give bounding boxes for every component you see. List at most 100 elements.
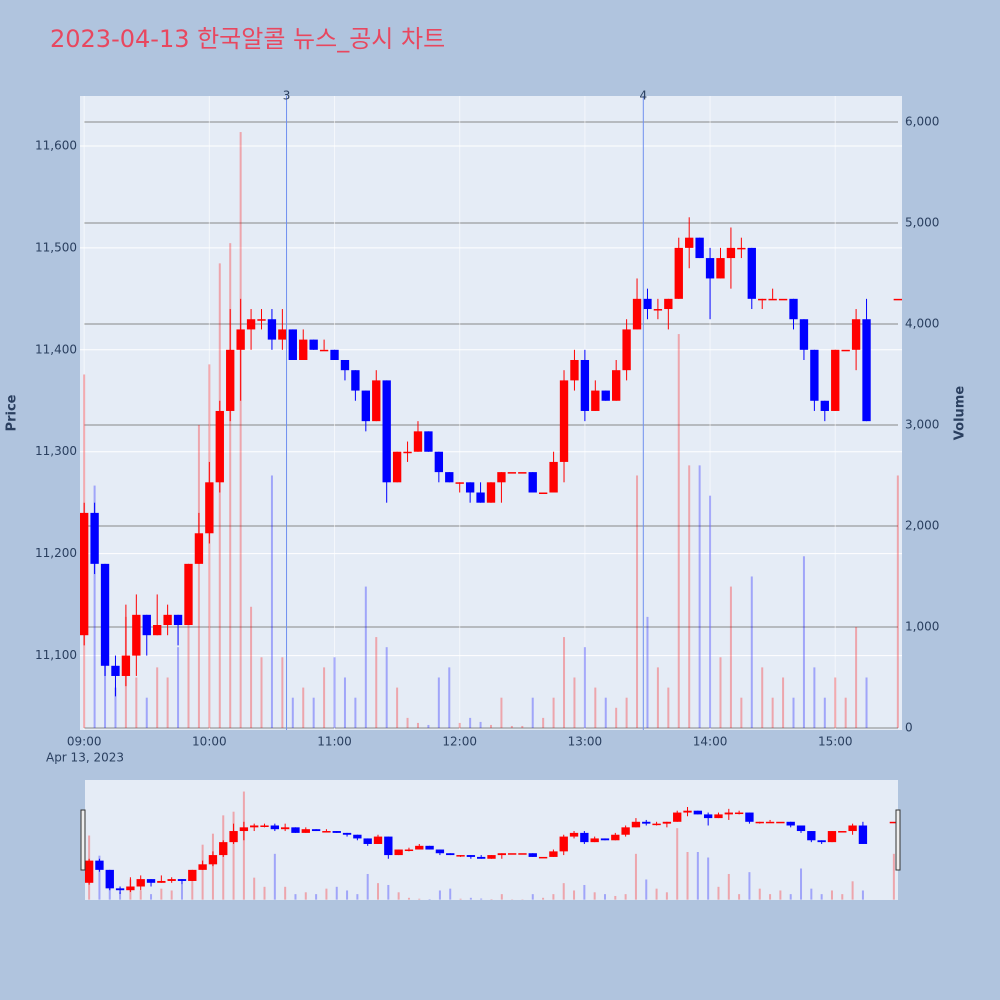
- candle-body-mini: [146, 879, 156, 883]
- range-slider[interactable]: [85, 780, 898, 900]
- volume-bar: [469, 717, 472, 728]
- candle-body: [716, 258, 725, 279]
- candle-body-mini: [270, 825, 280, 830]
- volume-bar: [500, 697, 503, 728]
- candle-body: [215, 410, 224, 483]
- volume-bar: [135, 677, 138, 728]
- candle-body-mini: [219, 842, 228, 856]
- candle-body: [486, 482, 496, 503]
- candle-body-mini: [642, 821, 651, 824]
- candle-body: [424, 431, 433, 452]
- volume-bar: [750, 576, 753, 728]
- volume-bar-mini: [325, 888, 328, 900]
- y-axis-title: Price: [5, 394, 20, 431]
- volume-bar-mini: [614, 895, 617, 900]
- volume-bar-mini: [573, 890, 576, 900]
- volume-bar: [208, 364, 211, 728]
- volume-bar-mini: [346, 890, 349, 900]
- volume-bar-mini: [480, 898, 483, 900]
- volume-bar-mini: [500, 894, 503, 900]
- candle-body: [413, 431, 423, 452]
- candle-body: [851, 319, 861, 350]
- volume-bar: [354, 697, 357, 728]
- candle-body: [528, 472, 537, 493]
- volume-bar-mini: [603, 894, 606, 900]
- volume-bar-mini: [665, 892, 668, 900]
- candle-body: [601, 390, 610, 401]
- candle-body: [559, 380, 569, 462]
- candle-body-mini: [384, 836, 393, 856]
- candle-body-mini: [549, 851, 558, 857]
- candle-body-mini: [652, 823, 661, 826]
- volume-bar: [771, 697, 774, 728]
- candle-body-mini: [703, 814, 713, 819]
- candle-body: [80, 512, 89, 636]
- volume-bar: [177, 647, 180, 728]
- volume-bar: [531, 697, 534, 728]
- volume-bar: [145, 697, 148, 728]
- candle-body-mini: [177, 879, 187, 881]
- volume-bar: [239, 132, 242, 728]
- candle-body: [862, 319, 871, 422]
- volume-bar-mini: [696, 851, 699, 900]
- volume-bar: [364, 586, 367, 728]
- candle-body: [685, 237, 694, 248]
- x-tick-label: 10:00: [192, 735, 227, 749]
- volume-bar: [396, 687, 399, 728]
- candle-body: [538, 492, 548, 495]
- volume-bar: [625, 697, 628, 728]
- volume-bar: [229, 243, 232, 728]
- volume-bar: [573, 677, 576, 728]
- candle-body-mini: [487, 855, 496, 859]
- volume-bar-mini: [769, 894, 772, 900]
- volume-bar-mini: [583, 884, 586, 900]
- candle-body-mini: [291, 827, 300, 833]
- candle-body-mini: [507, 853, 517, 855]
- volume-bar: [583, 647, 586, 728]
- candle-body-mini: [497, 853, 506, 856]
- volume-bar: [458, 722, 461, 728]
- volume-bar-mini: [707, 857, 710, 900]
- volume-bar-mini: [438, 890, 441, 900]
- volume-bar: [291, 697, 294, 728]
- volume-bar-mini: [284, 886, 287, 900]
- volume-bar: [260, 657, 263, 728]
- volume-bar-mini: [304, 892, 307, 900]
- candle-body-mini: [332, 831, 341, 833]
- candle-body-mini: [208, 855, 218, 865]
- candle-body: [184, 563, 193, 626]
- volume-bar: [823, 697, 826, 728]
- volume-bar: [834, 677, 837, 728]
- candle-body-mini: [559, 836, 568, 852]
- candle-body-mini: [167, 879, 176, 881]
- volume-bar-mini: [624, 894, 627, 900]
- volume-bar-mini: [459, 898, 462, 900]
- volume-bar-mini: [841, 894, 844, 900]
- candle-body: [100, 563, 110, 666]
- volume-bar: [740, 697, 743, 728]
- candle-body: [591, 390, 600, 411]
- volume-bar-mini: [294, 894, 297, 900]
- candle-body: [632, 298, 642, 330]
- candle-body-mini: [621, 827, 630, 835]
- candle-body: [570, 359, 579, 381]
- volume-bar: [802, 556, 805, 728]
- volume-bar-mini: [727, 873, 730, 900]
- volume-bar: [719, 657, 722, 728]
- range-handle[interactable]: [895, 809, 901, 871]
- range-handle[interactable]: [80, 809, 86, 871]
- candle-body: [246, 319, 256, 330]
- x-tick-label: 09:00: [67, 735, 102, 749]
- volume-bar-mini: [686, 851, 689, 900]
- candle-body-mini: [673, 812, 682, 822]
- candle-body: [518, 472, 527, 474]
- volume-bar-mini: [222, 815, 225, 900]
- candle-body: [372, 380, 381, 422]
- volume-bar-mini: [810, 888, 813, 900]
- volume-bar: [604, 697, 607, 728]
- candle-body-mini: [683, 810, 692, 813]
- volume-bar-mini: [789, 894, 792, 900]
- candle-body: [820, 400, 829, 411]
- x-tick-label: 14:00: [693, 735, 728, 749]
- candle-body: [111, 665, 120, 676]
